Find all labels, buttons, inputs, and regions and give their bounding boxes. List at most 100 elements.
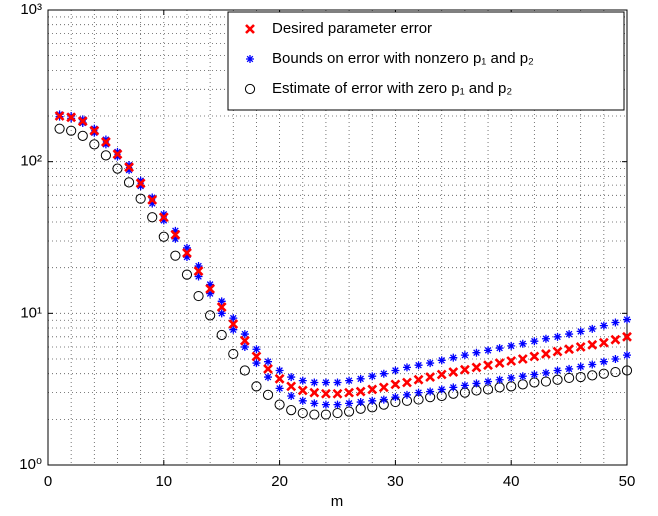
x-axis-label: m [331,493,344,510]
data-point [518,372,527,381]
data-point [54,111,65,121]
data-point [100,136,111,147]
data-point [263,364,273,374]
data-point [565,330,574,339]
data-point [252,359,261,368]
data-point [275,366,284,375]
data-point [182,248,192,258]
y-tick-label: 10¹ [20,304,42,321]
data-point [564,372,575,384]
data-point [449,383,458,392]
data-point [459,364,470,375]
x-tick-label: 20 [271,473,288,490]
data-point [181,269,193,280]
data-point [576,327,585,336]
data-point [588,324,597,333]
data-point [170,250,181,261]
data-point [135,178,146,189]
data-point [356,398,365,407]
data-points [54,110,633,420]
data-point [297,407,308,419]
data-point [484,377,493,386]
data-point [448,367,459,377]
data-point [113,152,122,161]
legend-label: Desired parameter error [272,20,432,37]
data-point [320,409,332,420]
data-point [530,370,539,379]
data-point [494,358,505,368]
data-point [193,266,204,276]
data-point [262,389,274,400]
data-point [368,396,377,405]
data-point [205,283,216,294]
data-point [333,400,342,409]
data-point [182,243,191,252]
data-point [610,334,621,345]
data-point [552,346,563,357]
data-point [275,384,284,393]
data-point [112,163,123,174]
data-point [206,289,215,298]
data-point [426,359,435,368]
data-point [113,147,122,156]
data-point [414,388,423,397]
data-point [576,362,585,371]
data-point [310,378,319,387]
data-point [89,125,100,136]
data-point [460,351,469,360]
data-point [332,388,343,399]
data-point [240,342,249,351]
legend-label: Estimate of error with zero p₁ and p₂ [272,80,512,97]
data-point [344,387,354,398]
data-point [623,351,631,360]
legend-box [227,11,625,111]
data-point [575,371,586,383]
data-point [390,379,401,390]
data-point [194,272,203,281]
data-point [217,309,226,318]
data-point [517,354,528,364]
data-point [148,199,157,208]
data-point [495,375,504,384]
data-point [171,234,180,243]
data-point [309,387,320,398]
data-point [552,374,563,385]
data-point [460,381,469,390]
data-point [147,194,158,205]
data-point [587,370,598,381]
data-point [426,387,435,396]
data-point [321,378,330,387]
data-point [530,337,539,346]
data-point [611,354,620,363]
data-point [125,166,134,175]
legend: Desired parameter error Bounds on error w… [227,11,625,111]
data-point [148,193,157,202]
data-point [587,339,598,350]
data-point [506,356,517,366]
data-point [228,319,239,329]
data-point [471,362,482,373]
data-point [391,366,400,375]
data-point [321,400,330,409]
legend-marker [244,83,256,95]
x-tick-label: 10 [155,473,172,490]
data-point [599,321,608,330]
y-tick-label: 10² [20,153,42,170]
data-point [437,385,446,394]
data-point [345,399,354,408]
data-point [541,368,550,377]
data-point [287,373,296,382]
data-point [368,372,377,381]
data-point [54,123,65,134]
data-point [297,385,308,396]
data-point [321,388,331,399]
data-point [228,348,239,360]
data-point [379,369,388,378]
data-point [575,342,586,352]
data-point [425,372,436,382]
data-point [598,368,609,379]
data-point [541,334,550,343]
legend-marker [245,24,255,34]
data-point [274,373,285,384]
data-point [309,409,320,420]
